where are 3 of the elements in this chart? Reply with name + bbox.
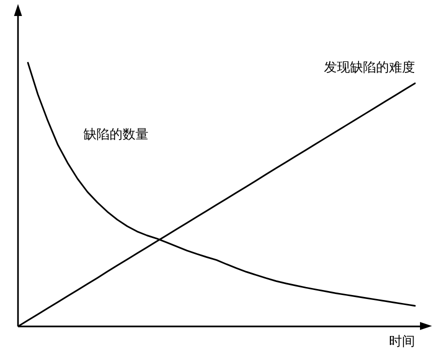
series-label: 发现缺陷的难度 bbox=[324, 59, 415, 76]
series-label: 缺陷的数量 bbox=[84, 128, 149, 143]
x-axis-title: 时间 bbox=[389, 334, 415, 350]
